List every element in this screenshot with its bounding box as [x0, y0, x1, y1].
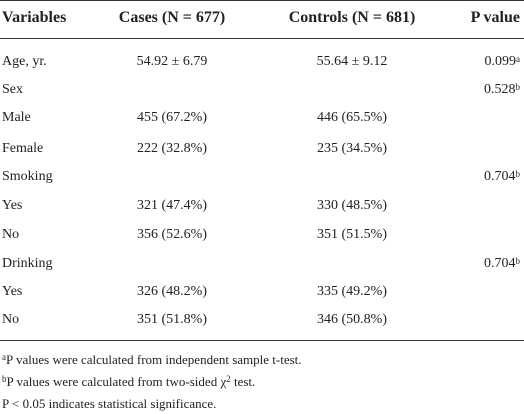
p-value-cell: 0.704b	[484, 169, 520, 185]
note-mark: a	[516, 54, 520, 64]
note-mark: b	[515, 82, 521, 92]
p-value-cell: 0.099a	[485, 54, 521, 70]
p-value-cell: 0.528b	[484, 82, 520, 98]
footnote: aP values were calculated from independe…	[2, 352, 302, 368]
footnote-text: P values were calculated from independen…	[6, 352, 302, 367]
row-label: Male	[2, 110, 31, 125]
controls-cell: 330 (48.5%)	[317, 198, 387, 213]
controls-cell: 235 (34.5%)	[317, 141, 387, 156]
header-cell: P value	[470, 9, 520, 26]
p-value: 0.704	[484, 256, 516, 271]
cases-cell: 222 (32.8%)	[137, 141, 207, 156]
p-value-cell: 0.704b	[484, 256, 520, 272]
header-cell: Controls (N = 681)	[288, 9, 416, 26]
controls-cell: 351 (51.5%)	[317, 227, 387, 242]
row-label: No	[2, 312, 20, 327]
controls-cell: 335 (49.2%)	[317, 284, 387, 299]
controls-cell: 55.64 ± 9.12	[316, 54, 388, 69]
footnote: bP values were calculated from two-sided…	[2, 374, 255, 390]
header-cell: Variables	[2, 9, 67, 26]
row-label: Yes	[2, 284, 23, 299]
footnote-mark: a	[2, 352, 6, 362]
row-label: Smoking	[2, 169, 53, 184]
row-label: Sex	[2, 82, 23, 97]
note-mark: b	[515, 256, 521, 266]
top-rule	[0, 0, 524, 1]
footnote: P < 0.05 indicates statistical significa…	[2, 396, 216, 412]
header-cell: Cases (N = 677)	[118, 9, 226, 26]
note-mark: b	[515, 169, 521, 179]
controls-cell: 446 (65.5%)	[317, 110, 387, 125]
row-label: Age, yr.	[2, 54, 47, 69]
p-value: 0.704	[484, 169, 516, 184]
cases-cell: 351 (51.8%)	[137, 312, 207, 327]
cases-cell: 356 (52.6%)	[137, 227, 207, 242]
cases-cell: 326 (48.2%)	[137, 284, 207, 299]
footnote-text: P values were calculated from two-sided …	[6, 374, 227, 389]
row-label: Drinking	[2, 256, 53, 271]
p-value: 0.099	[484, 54, 517, 69]
footnote-text: P < 0.05 indicates statistical significa…	[2, 396, 217, 411]
header-rule	[0, 38, 524, 39]
cases-cell: 455 (67.2%)	[137, 110, 207, 125]
p-value: 0.528	[484, 82, 516, 97]
controls-cell: 346 (50.8%)	[317, 312, 387, 327]
cases-cell: 54.92 ± 6.79	[136, 54, 208, 69]
bottom-rule	[0, 340, 524, 341]
row-label: No	[2, 227, 20, 242]
superscript: 2	[226, 374, 231, 384]
row-label: Yes	[2, 198, 23, 213]
row-label: Female	[2, 141, 44, 156]
footnote-text: test.	[230, 374, 256, 389]
footnote-mark: b	[2, 374, 7, 384]
cases-cell: 321 (47.4%)	[137, 198, 207, 213]
